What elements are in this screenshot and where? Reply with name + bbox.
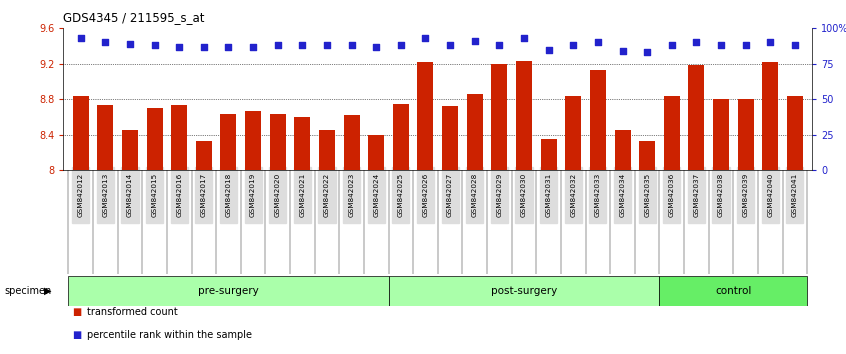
Bar [787, 96, 803, 170]
Bar [442, 106, 459, 170]
Bar [467, 94, 483, 170]
Bar [343, 115, 360, 170]
Point [591, 40, 605, 45]
Bar [664, 96, 680, 170]
Bar [319, 130, 335, 170]
Bar [69, 276, 388, 306]
Point [173, 44, 186, 50]
Bar [195, 141, 212, 170]
Bar [713, 99, 729, 170]
Bar [565, 96, 581, 170]
Bar [245, 110, 261, 170]
Bar [639, 141, 655, 170]
Text: percentile rank within the sample: percentile rank within the sample [87, 330, 252, 339]
Point [542, 47, 556, 52]
Point [640, 50, 654, 55]
Point [74, 35, 87, 41]
Point [443, 42, 457, 48]
Point [320, 42, 333, 48]
Text: specimen: specimen [4, 286, 52, 296]
Bar [590, 70, 606, 170]
Point [616, 48, 629, 54]
Bar [516, 61, 532, 170]
Point [567, 42, 580, 48]
Text: transformed count: transformed count [87, 307, 178, 316]
Bar [122, 130, 138, 170]
Bar [221, 114, 237, 170]
Point [739, 42, 752, 48]
Point [271, 42, 284, 48]
Text: ■: ■ [72, 307, 81, 316]
Point [419, 35, 432, 41]
Bar [393, 103, 409, 170]
Point [764, 40, 777, 45]
Bar [541, 139, 557, 170]
Point [394, 42, 408, 48]
Text: post-surgery: post-surgery [491, 286, 558, 296]
Point [197, 44, 211, 50]
Point [124, 41, 137, 47]
Bar [368, 135, 384, 170]
Bar [660, 276, 807, 306]
Point [222, 44, 235, 50]
Point [665, 42, 678, 48]
Point [468, 38, 481, 44]
Bar [97, 105, 113, 170]
Point [517, 35, 530, 41]
Point [295, 42, 309, 48]
Bar [614, 130, 630, 170]
Point [345, 42, 359, 48]
Text: GDS4345 / 211595_s_at: GDS4345 / 211595_s_at [63, 11, 205, 24]
Bar [738, 99, 754, 170]
Bar [294, 117, 310, 170]
Bar [689, 65, 705, 170]
Text: ■: ■ [72, 330, 81, 339]
Bar [146, 108, 162, 170]
Point [689, 40, 703, 45]
Bar [171, 105, 187, 170]
Bar [270, 114, 286, 170]
Point [98, 40, 112, 45]
Bar [492, 64, 508, 170]
Text: control: control [715, 286, 751, 296]
Point [246, 44, 260, 50]
Point [714, 42, 728, 48]
Point [788, 42, 802, 48]
Bar [762, 62, 778, 170]
Point [148, 42, 162, 48]
Text: pre-surgery: pre-surgery [198, 286, 259, 296]
Point [492, 42, 506, 48]
Bar [417, 62, 433, 170]
Bar [73, 96, 89, 170]
Bar [388, 276, 660, 306]
Text: ▶: ▶ [44, 286, 51, 296]
Point [370, 44, 383, 50]
